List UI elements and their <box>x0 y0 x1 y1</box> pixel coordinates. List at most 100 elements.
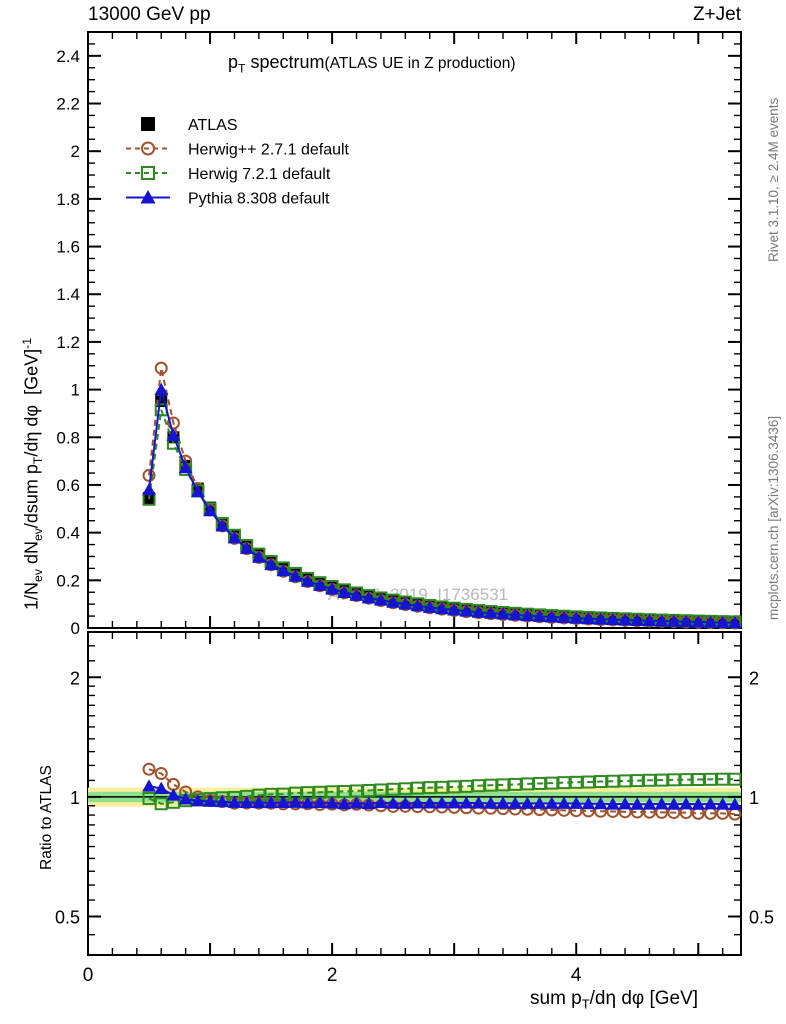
main-y-tick-label: 2.2 <box>56 95 80 114</box>
data-point-marker <box>557 776 571 790</box>
data-point-marker <box>178 792 193 805</box>
data-point-marker <box>483 606 498 619</box>
data-point-marker <box>166 428 181 441</box>
data-point-marker <box>569 796 584 809</box>
x-tick-label: 2 <box>327 965 338 986</box>
x-axis-title: sum pT/dη dφ [GeV] <box>530 988 699 1012</box>
data-point-marker <box>252 795 266 809</box>
data-point-marker <box>472 779 486 793</box>
ratio-y-tick-label: 0.5 <box>55 907 80 927</box>
data-point-marker <box>666 797 681 810</box>
data-point-marker <box>508 796 523 809</box>
data-point-marker <box>154 797 168 811</box>
data-point-marker <box>544 796 559 809</box>
data-point-marker <box>447 780 461 794</box>
data-point-marker <box>422 796 437 809</box>
data-point-marker <box>142 468 156 482</box>
data-point-marker <box>411 781 425 795</box>
series-pythia-8-308-default <box>142 779 742 810</box>
data-point-marker <box>703 615 718 628</box>
data-point-marker <box>190 484 205 498</box>
data-point-marker <box>288 569 303 582</box>
data-point-marker <box>642 613 657 627</box>
data-point-marker <box>410 598 425 612</box>
data-point-marker <box>447 795 462 809</box>
series-herwig-7-2-1-default <box>142 772 742 811</box>
series-line <box>148 778 735 805</box>
data-point-marker <box>496 607 510 620</box>
data-point-marker <box>520 777 534 791</box>
data-point-marker <box>606 774 620 788</box>
main-y-tick-label: 1 <box>71 381 80 400</box>
data-point-marker <box>276 563 291 577</box>
ratio-y-tick-label: 1 <box>749 788 759 808</box>
data-point-marker <box>691 615 706 628</box>
data-point-marker <box>264 557 278 571</box>
data-point-marker <box>471 796 486 809</box>
main-y-tick-label: 1.8 <box>56 190 80 209</box>
data-point-marker <box>215 519 230 532</box>
data-point-marker <box>594 775 608 789</box>
data-point-marker <box>459 796 474 809</box>
legend-entry[interactable]: Herwig 7.2.1 default <box>126 166 331 183</box>
data-point-marker <box>666 614 681 627</box>
data-point-marker <box>618 613 632 626</box>
data-point-marker <box>398 782 412 796</box>
data-point-marker <box>703 772 717 786</box>
data-point-marker <box>276 795 291 808</box>
data-point-marker <box>715 797 730 810</box>
data-point-marker <box>325 796 339 809</box>
data-point-marker <box>166 788 181 801</box>
data-point-marker <box>423 781 437 795</box>
legend-label: Pythia 8.308 default <box>188 191 330 208</box>
data-point-marker <box>447 603 462 616</box>
data-point-marker <box>239 795 254 808</box>
data-point-marker <box>349 796 364 809</box>
plot-title: pT spectrum(ATLAS UE in Z production) <box>228 52 516 76</box>
data-point-marker <box>154 361 168 375</box>
series-pythia-8-308-default <box>142 382 742 629</box>
data-point-marker <box>141 166 155 180</box>
header-left-label: 13000 GeV pp <box>88 4 211 25</box>
data-point-marker <box>605 797 620 810</box>
data-point-marker <box>422 600 437 613</box>
legend-label: Herwig++ 2.7.1 default <box>188 142 350 159</box>
data-point-marker <box>362 783 376 797</box>
main-y-tick-label: 1.4 <box>56 285 80 304</box>
ratio-y-tick-label: 0.5 <box>749 907 774 927</box>
legend-label: Herwig 7.2.1 default <box>188 166 331 183</box>
legend-entry[interactable]: ATLAS <box>141 117 238 134</box>
data-point-marker <box>679 797 693 810</box>
data-point-marker <box>154 382 169 396</box>
data-point-marker <box>508 777 522 791</box>
data-point-marker <box>300 574 315 587</box>
data-point-marker <box>435 796 449 809</box>
data-point-marker <box>166 416 180 430</box>
legend-entry[interactable]: Pythia 8.308 default <box>126 190 330 208</box>
data-point-marker <box>239 541 254 554</box>
data-point-marker <box>581 611 596 625</box>
data-point-marker <box>178 460 193 474</box>
data-point-marker <box>728 797 742 810</box>
data-point-marker <box>715 615 730 628</box>
data-point-marker <box>288 795 303 808</box>
legend-entry[interactable]: Herwig++ 2.7.1 default <box>126 141 350 159</box>
data-point-marker <box>532 609 547 622</box>
data-point-marker <box>435 780 449 794</box>
main-y-tick-label: 0.8 <box>56 428 80 447</box>
data-point-marker <box>374 783 388 797</box>
data-point-marker <box>459 604 474 617</box>
data-point-marker <box>459 779 473 793</box>
ratio-y-tick-label: 2 <box>70 668 80 688</box>
data-point-marker <box>264 795 278 809</box>
data-point-marker <box>496 778 510 792</box>
data-point-marker <box>483 796 498 809</box>
data-point-marker <box>252 550 266 563</box>
data-point-marker <box>569 611 584 624</box>
data-point-marker <box>630 797 645 810</box>
data-point-marker <box>142 762 156 776</box>
main-y-tick-label: 0 <box>71 619 80 638</box>
data-point-marker <box>533 776 547 790</box>
main-y-tick-label: 2.4 <box>56 47 80 66</box>
